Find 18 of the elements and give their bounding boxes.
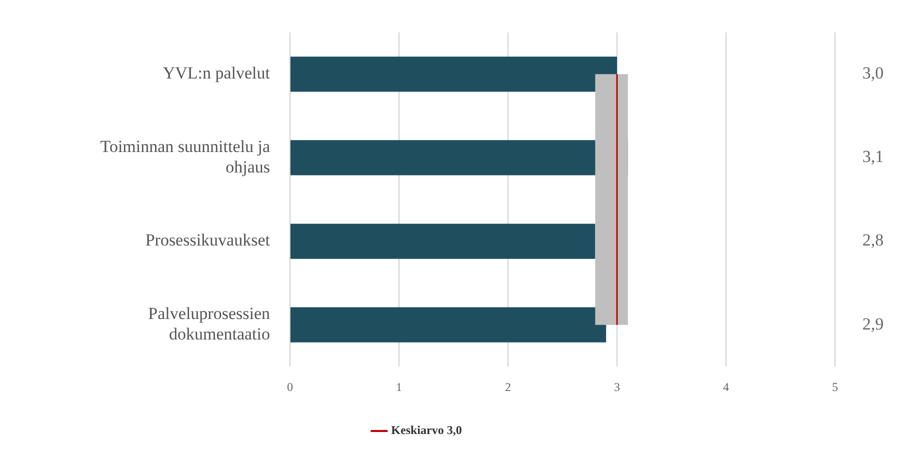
bar [290,56,617,92]
y-tick-label: Prosessikuvaukset [145,230,270,250]
bar [290,307,606,342]
legend-label: Keskiarvo 3,0 [391,423,462,438]
x-tick-label: 1 [396,380,402,394]
x-tick-label: 3 [614,380,620,394]
data-label: 3,0 [862,64,884,83]
y-tick-label: Palveluprosessien dokumentaatio [148,304,270,344]
x-tick-label: 4 [723,380,729,394]
x-tick-label: 2 [505,380,511,394]
y-tick-label: Toiminnan suunnittelu ja ohjaus [100,136,270,176]
y-tick-label: YVL:n palvelut [162,64,270,83]
x-tick-label: 0 [287,380,293,394]
data-label: 2,8 [862,230,884,250]
data-label: 2,9 [862,314,884,334]
bar [290,224,596,259]
x-tick-label: 5 [832,380,838,394]
data-label: 3,1 [862,147,884,166]
